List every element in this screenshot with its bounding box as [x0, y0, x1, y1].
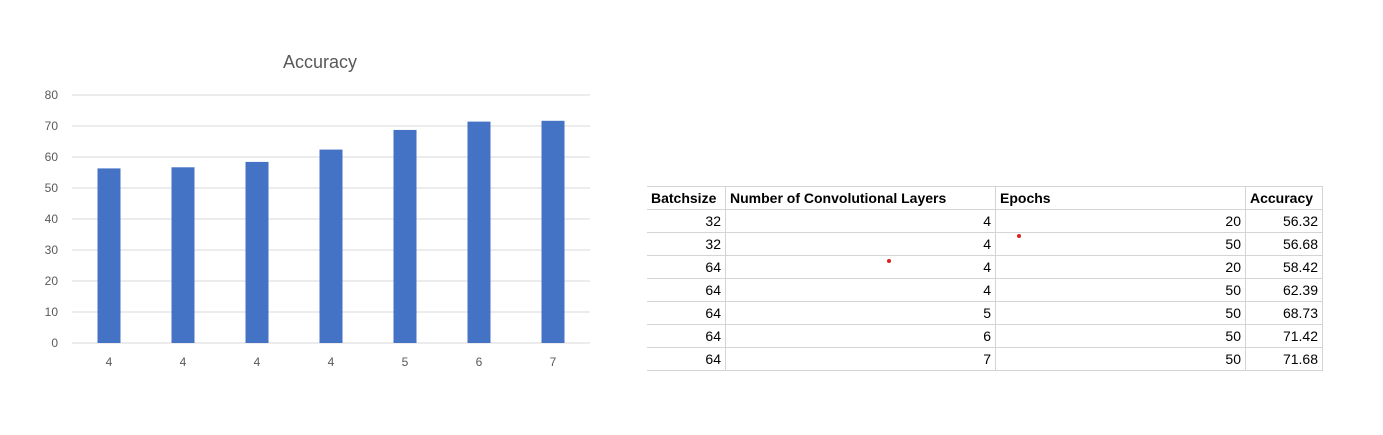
table-row: 32 4 50 56.68 [647, 232, 1323, 256]
x-axis-ticks: 4 4 4 4 5 6 7 [106, 355, 557, 369]
x-tick-label: 4 [106, 355, 113, 369]
cell-accuracy: 71.42 [1245, 324, 1323, 348]
cell-accuracy: 58.42 [1245, 255, 1323, 279]
y-tick-label: 50 [45, 181, 59, 195]
bar [319, 149, 343, 343]
results-table: Batchsize Number of Convolutional Layers… [647, 186, 1323, 371]
bar [393, 129, 417, 343]
table-row: 64 4 20 58.42 [647, 255, 1323, 279]
cell-accuracy: 68.73 [1245, 301, 1323, 325]
table-row: 64 4 50 62.39 [647, 278, 1323, 302]
bar [541, 120, 565, 344]
cell-epochs: 50 [995, 232, 1246, 256]
y-tick-label: 0 [51, 336, 58, 350]
y-tick-label: 80 [45, 88, 59, 102]
red-dot-marker [1017, 234, 1021, 238]
cell-batchsize: 64 [647, 278, 726, 302]
table-row: 32 4 20 56.32 [647, 209, 1323, 233]
red-dot-marker [887, 259, 891, 263]
cell-batchsize: 64 [647, 255, 726, 279]
x-tick-label: 4 [328, 355, 335, 369]
table-row: 64 7 50 71.68 [647, 347, 1323, 371]
y-tick-label: 10 [45, 305, 59, 319]
cell-conv-layers: 4 [725, 209, 996, 233]
cell-epochs: 20 [995, 209, 1246, 233]
header-batchsize: Batchsize [647, 186, 726, 210]
y-tick-label: 20 [45, 274, 59, 288]
cell-conv-layers: 4 [725, 255, 996, 279]
cell-epochs: 20 [995, 255, 1246, 279]
cell-conv-layers: 4 [725, 278, 996, 302]
y-axis-ticks: 0 10 20 30 40 50 60 70 80 [45, 88, 59, 350]
x-tick-label: 6 [476, 355, 483, 369]
cell-epochs: 50 [995, 324, 1246, 348]
header-conv-layers: Number of Convolutional Layers [725, 186, 996, 210]
x-tick-label: 4 [180, 355, 187, 369]
cell-epochs: 50 [995, 278, 1246, 302]
chart-title: Accuracy [283, 52, 357, 72]
accuracy-bar-chart: Accuracy 0 10 20 30 40 50 60 70 80 4 4 4 4 5 6 7 [45, 52, 590, 369]
table-row: 64 6 50 71.42 [647, 324, 1323, 348]
table-row: 64 5 50 68.73 [647, 301, 1323, 325]
y-tick-label: 40 [45, 212, 59, 226]
bar [97, 168, 121, 343]
cell-accuracy: 56.32 [1245, 209, 1323, 233]
table-body: 32 4 20 56.32 32 4 50 56.68 64 4 20 58.42 64 4 50 62.39… [647, 209, 1323, 371]
cell-conv-layers: 4 [725, 232, 996, 256]
bar [467, 121, 491, 344]
cell-accuracy: 62.39 [1245, 278, 1323, 302]
cell-epochs: 50 [995, 301, 1246, 325]
cell-conv-layers: 7 [725, 347, 996, 371]
cell-batchsize: 64 [647, 324, 726, 348]
cell-accuracy: 71.68 [1245, 347, 1323, 371]
bar [245, 161, 269, 343]
cell-batchsize: 32 [647, 232, 726, 256]
y-tick-label: 60 [45, 150, 59, 164]
bar [171, 167, 195, 343]
bars [97, 120, 565, 344]
header-accuracy: Accuracy [1245, 186, 1323, 210]
y-tick-label: 30 [45, 243, 59, 257]
cell-batchsize: 64 [647, 347, 726, 371]
cell-conv-layers: 5 [725, 301, 996, 325]
x-tick-label: 4 [254, 355, 261, 369]
x-tick-label: 5 [402, 355, 409, 369]
cell-batchsize: 64 [647, 301, 726, 325]
cell-epochs: 50 [995, 347, 1246, 371]
table-header-row: Batchsize Number of Convolutional Layers… [647, 186, 1323, 210]
cell-batchsize: 32 [647, 209, 726, 233]
x-tick-label: 7 [550, 355, 557, 369]
header-epochs: Epochs [995, 186, 1246, 210]
cell-conv-layers: 6 [725, 324, 996, 348]
y-tick-label: 70 [45, 119, 59, 133]
cell-accuracy: 56.68 [1245, 232, 1323, 256]
